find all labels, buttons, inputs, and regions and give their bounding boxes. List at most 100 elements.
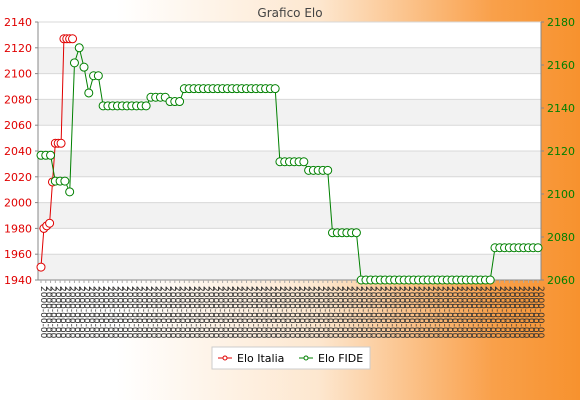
elo-fide-point	[351, 228, 361, 238]
right-axis-tick-label: 2140	[547, 102, 575, 115]
x-axis-tick-label: 2000-00-00	[38, 286, 48, 339]
x-axis-tick-label: 2000-00-00	[396, 286, 406, 339]
x-axis-tick-label: 2000-00-00	[157, 286, 167, 339]
x-axis-tick-label: 2000-00-00	[377, 286, 387, 339]
elo-italia-point	[68, 34, 78, 44]
x-axis-tick-label: 2000-00-00	[334, 286, 344, 339]
right-axis-tick-label: 2180	[547, 16, 575, 29]
series-elo-fide	[36, 43, 543, 285]
x-axis-tick-label: 2000-00-00	[263, 286, 273, 339]
x-axis-tick-label: 2000-00-00	[200, 286, 210, 339]
elo-fide-point	[69, 58, 79, 68]
x-axis-tick-label: 2000-00-00	[315, 286, 325, 339]
series-elo-italia	[36, 34, 78, 272]
x-axis-tick-label: 2000-00-00	[473, 286, 483, 339]
x-axis-tick-label: 2000-00-00	[167, 286, 177, 339]
legend-fide-marker	[303, 355, 309, 361]
x-axis-tick-label: 2000-00-00	[277, 286, 287, 339]
x-axis-tick-label: 2000-00-00	[48, 286, 58, 339]
x-axis-tick-label: 2000-00-00	[258, 286, 268, 339]
x-axis-tick-label: 2000-00-00	[282, 286, 292, 339]
x-axis-tick-label: 2000-00-00	[100, 286, 110, 339]
x-axis-tick-label: 2000-00-00	[291, 286, 301, 339]
elo-fide-point	[60, 176, 70, 186]
right-axis-tick-label: 2120	[547, 145, 575, 158]
x-axis-tick-label: 2000-00-00	[468, 286, 478, 339]
x-axis-tick-label: 2000-00-00	[530, 286, 540, 339]
left-axis-tick-label: 2040	[4, 145, 32, 158]
x-axis-tick-label: 2000-00-00	[353, 286, 363, 339]
x-axis-tick-label: 2000-00-00	[511, 286, 521, 339]
x-axis-tick-label: 2000-00-00	[406, 286, 416, 339]
x-axis-tick-label: 2000-00-00	[516, 286, 526, 339]
x-axis-tick-label: 2000-00-00	[492, 286, 502, 339]
elo-fide-point	[65, 187, 75, 197]
left-axis-tick-label: 2140	[4, 16, 32, 29]
x-axis-tick-label: 2000-00-00	[425, 286, 435, 339]
x-axis-tick-label: 2000-00-00	[497, 286, 507, 339]
x-axis-tick-label: 2000-00-00	[253, 286, 263, 339]
x-axis-tick-label: 2000-00-00	[43, 286, 53, 339]
x-axis-tick-label: 2000-00-00	[124, 286, 134, 339]
x-axis-tick-label: 2000-00-00	[387, 286, 397, 339]
right-axis-tick-label: 2100	[547, 188, 575, 201]
x-axis-tick-label: 2000-00-00	[134, 286, 144, 339]
x-axis-tick-label: 2000-00-00	[401, 286, 411, 339]
x-axis-tick-label: 2000-00-00	[191, 286, 201, 339]
x-axis-tick-label: 2000-00-00	[239, 286, 249, 339]
right-axis-tick-label: 2160	[547, 59, 575, 72]
x-axis-tick-label: 2000-00-00	[325, 286, 335, 339]
x-axis-tick-label: 2000-00-00	[459, 286, 469, 339]
x-axis-tick-label: 2000-00-00	[444, 286, 454, 339]
left-axis-tick-label: 2100	[4, 68, 32, 81]
x-axis-tick-label: 2000-00-00	[186, 286, 196, 339]
x-axis-tick-label: 2000-00-00	[349, 286, 359, 339]
legend-italia-label: Elo Italia	[237, 352, 284, 365]
x-axis-tick-label: 2000-00-00	[506, 286, 516, 339]
x-axis-tick-label: 2000-00-00	[358, 286, 368, 339]
x-axis-tick-label: 2000-00-00	[86, 286, 96, 339]
x-axis-tick-label: 2000-00-00	[95, 286, 105, 339]
left-axis-tick-label: 1980	[4, 222, 32, 235]
x-axis-tick-label: 2000-00-00	[306, 286, 316, 339]
x-axis-tick-label: 2000-00-00	[287, 286, 297, 339]
x-axis-tick-label: 2000-00-00	[215, 286, 225, 339]
elo-fide-point	[74, 43, 84, 53]
chart-title: Grafico Elo	[257, 6, 322, 20]
left-axis-tick-label: 2080	[4, 93, 32, 106]
legend-box	[211, 346, 371, 370]
elo-italia-point	[56, 138, 66, 148]
x-axis-tick-label: 2000-00-00	[411, 286, 421, 339]
left-axis-tick-label: 2120	[4, 42, 32, 55]
elo-fide-point	[485, 275, 495, 285]
x-axis-tick-label: 2000-00-00	[454, 286, 464, 339]
x-axis-tick-label: 2000-00-00	[243, 286, 253, 339]
elo-fide-point	[84, 88, 94, 98]
right-axis-tick-label: 2080	[547, 231, 575, 244]
legend: Elo Italia Elo FIDE	[211, 346, 371, 370]
left-axis-tick-label: 1960	[4, 248, 32, 261]
x-axis-tick-label: 2000-00-00	[210, 286, 220, 339]
elo-fide-point	[46, 150, 56, 160]
x-axis-tick-label: 2000-00-00	[449, 286, 459, 339]
x-axis-tick-label: 2000-00-00	[172, 286, 182, 339]
x-axis-tick-label: 2000-00-00	[301, 286, 311, 339]
x-axis-tick-label: 2000-00-00	[382, 286, 392, 339]
x-axis-tick-label: 2000-00-00	[57, 286, 67, 339]
grid-layer	[38, 21, 541, 281]
x-axis-tick-label: 2000-00-00	[502, 286, 512, 339]
x-axis-tick-label: 2000-00-00	[177, 286, 187, 339]
elo-fide-point	[533, 243, 543, 253]
x-axis-tick-label: 2000-00-00	[392, 286, 402, 339]
x-axis-tick-label: 2000-00-00	[296, 286, 306, 339]
x-axis-tick-label: 2000-00-00	[310, 286, 320, 339]
x-axis-tick-label: 2000-00-00	[525, 286, 535, 339]
x-axis-tick-label: 2000-00-00	[205, 286, 215, 339]
elo-fide-point	[175, 97, 185, 107]
x-axis-tick-label: 2000-00-00	[91, 286, 101, 339]
x-axis-tick-label: 2000-00-00	[148, 286, 158, 339]
right-axis-tick-label: 2060	[547, 274, 575, 287]
x-axis-tick-label: 2000-00-00	[248, 286, 258, 339]
elo-fide-point	[93, 71, 103, 81]
